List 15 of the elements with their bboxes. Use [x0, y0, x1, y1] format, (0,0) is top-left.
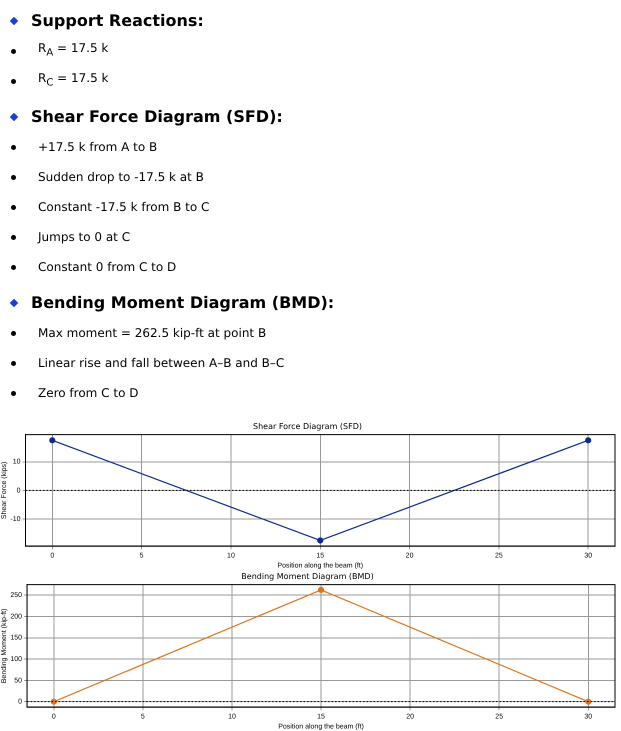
text: Constant -17.5 k from B to C — [38, 199, 210, 216]
text: +17.5 k from A to B — [38, 139, 158, 156]
text: Shear Force Diagram (SFD): — [31, 106, 283, 128]
chart-title: Shear Force Diagram (SFD) — [253, 422, 362, 431]
text: Zero from C to D — [38, 385, 138, 402]
text: Bending Moment Diagram (BMD): — [31, 292, 334, 314]
text: Linear rise and fall between A–B and B–C — [38, 355, 284, 372]
text: Jumps to 0 at C — [38, 229, 130, 246]
chart-title: Bending Moment Diagram (BMD) — [241, 572, 374, 581]
text: Support Reactions: — [31, 10, 204, 32]
text: R$_{C}$ = 17.5 k — [38, 70, 108, 91]
text: Sudden drop to -17.5 k at B — [38, 169, 204, 186]
text: Constant 0 from C to D — [38, 259, 176, 276]
text: Max moment = 262.5 kip-ft at point B — [38, 325, 266, 342]
text: R$_{A}$ = 17.5 k — [38, 40, 108, 61]
